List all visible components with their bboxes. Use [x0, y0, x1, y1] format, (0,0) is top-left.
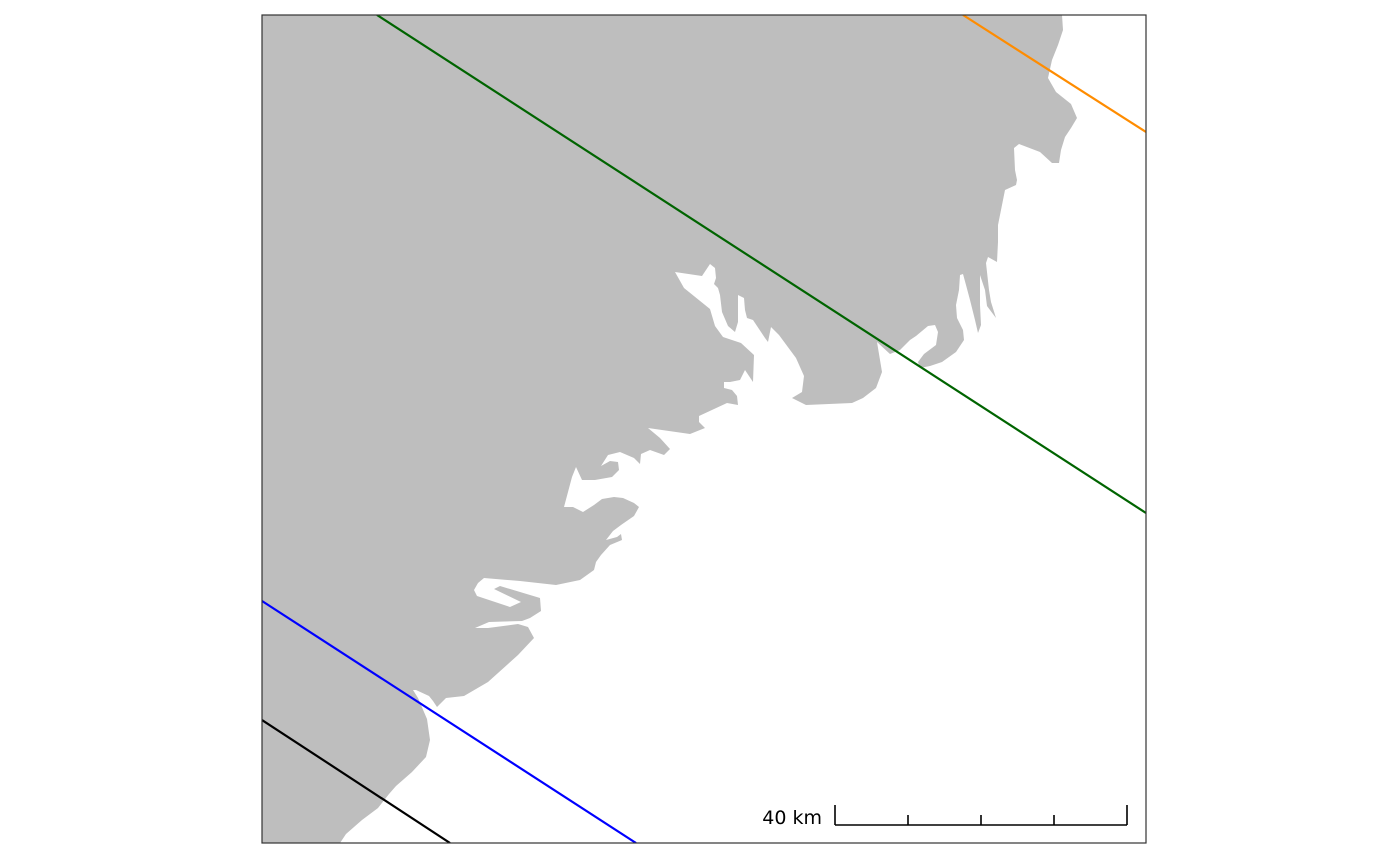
track-line-orange — [962, 15, 1146, 133]
scale-bar-label: 40 km — [762, 807, 822, 829]
scale-bar: 40 km — [762, 805, 1128, 829]
track-line-black — [262, 719, 451, 843]
track-line-green — [376, 15, 1146, 514]
scale-bar-ruler — [834, 805, 1128, 826]
track-line-blue — [262, 600, 637, 843]
land-mass — [262, 15, 1077, 843]
map-frame — [261, 14, 1147, 844]
